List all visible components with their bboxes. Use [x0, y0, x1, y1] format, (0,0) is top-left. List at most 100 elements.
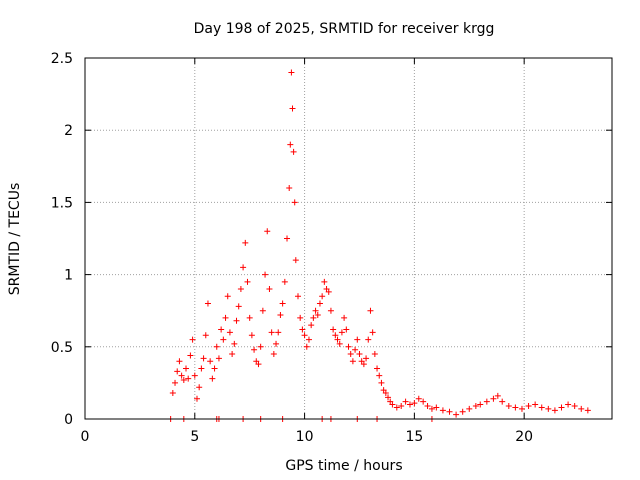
data-point [433, 404, 440, 411]
data-point [218, 326, 225, 333]
data-point [215, 355, 222, 362]
data-point [213, 343, 220, 350]
data-point [314, 312, 321, 319]
data-point [229, 351, 236, 358]
data-point [222, 314, 229, 321]
data-point [551, 407, 558, 414]
y-axis-label: SRMTID / TECUs [7, 183, 23, 296]
data-point [284, 235, 291, 242]
data-point [360, 361, 367, 368]
data-point [287, 141, 294, 148]
data-point [233, 317, 240, 324]
data-point [187, 352, 194, 359]
data-point [259, 307, 266, 314]
data-point [312, 307, 319, 314]
data-point [279, 300, 286, 307]
data-point [446, 408, 453, 415]
data-point [301, 332, 308, 339]
data-point [273, 340, 280, 347]
data-point [477, 401, 484, 408]
data-point [341, 314, 348, 321]
data-point [319, 293, 326, 300]
data-point [376, 372, 383, 379]
data-point [231, 340, 238, 347]
data-point [183, 365, 190, 372]
data-point [466, 405, 473, 412]
data-point [453, 411, 460, 418]
data-point [415, 395, 422, 402]
data-point [220, 336, 227, 343]
data-point [316, 300, 323, 307]
data-point [584, 407, 591, 414]
data-point [525, 403, 532, 410]
data-point [178, 372, 185, 379]
data-point [226, 329, 233, 336]
data-point [424, 403, 431, 410]
data-point [494, 392, 501, 399]
axis-ticks: 0 5 10 15 20 0 0.5 1 1.5 2 2.5 [51, 51, 612, 445]
data-point [288, 69, 295, 76]
data-point [578, 405, 585, 412]
data-point [332, 332, 339, 339]
data-point [393, 404, 400, 411]
data-point [354, 336, 361, 343]
data-point [545, 405, 552, 412]
x-tick-label: 0 [81, 429, 90, 445]
data-point [180, 377, 187, 384]
data-point [558, 404, 565, 411]
data-point [459, 408, 466, 415]
data-point [330, 326, 337, 333]
data-point [334, 336, 341, 343]
data-point [483, 398, 490, 405]
y-tick-label: 1 [64, 268, 73, 284]
data-point [281, 278, 288, 285]
data-point [308, 322, 315, 329]
data-point [343, 326, 350, 333]
data-point [411, 400, 418, 407]
data-point [204, 300, 211, 307]
data-point [349, 358, 356, 365]
data-point [420, 398, 427, 405]
data-point [402, 398, 409, 405]
data-point [294, 293, 301, 300]
data-point [235, 303, 242, 310]
data-point [389, 401, 396, 408]
data-point [365, 336, 372, 343]
data-point [185, 375, 192, 382]
data-point [176, 358, 183, 365]
data-point [356, 351, 363, 358]
data-point [374, 365, 381, 372]
x-tick-label: 20 [515, 429, 533, 445]
x-tick-label: 5 [190, 429, 199, 445]
data-point [264, 228, 271, 235]
data-point [286, 184, 293, 191]
data-point [347, 351, 354, 358]
data-point [310, 314, 317, 321]
data-point [251, 346, 258, 353]
data-point [571, 403, 578, 410]
data-point [242, 239, 249, 246]
data-point [211, 365, 218, 372]
data-point [505, 403, 512, 410]
data-point [248, 332, 255, 339]
data-point [382, 390, 389, 397]
chart-title: Day 198 of 2025, SRMTID for receiver krg… [194, 21, 495, 37]
grid-lines [85, 58, 612, 419]
data-point [275, 329, 282, 336]
data-point [169, 390, 176, 397]
x-axis-label: GPS time / hours [285, 458, 402, 474]
data-point [268, 329, 275, 336]
data-point [207, 358, 214, 365]
data-point [290, 148, 297, 155]
data-point [200, 355, 207, 362]
data-point [305, 336, 312, 343]
data-point [292, 257, 299, 264]
data-point [369, 329, 376, 336]
data-point [398, 403, 405, 410]
data-point [472, 403, 479, 410]
y-tick-label: 2 [64, 123, 73, 139]
data-point [246, 314, 253, 321]
y-tick-label: 1.5 [51, 195, 73, 211]
data-point [291, 199, 298, 206]
data-point [490, 395, 497, 402]
